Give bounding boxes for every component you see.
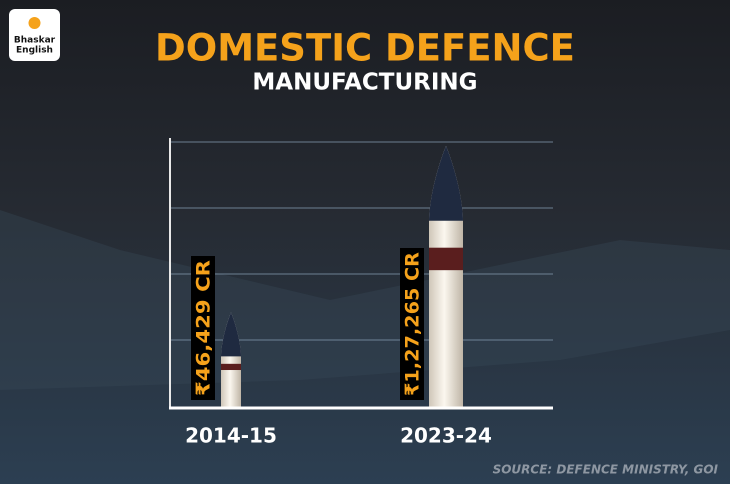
logo-box	[9, 9, 60, 61]
missile-band	[429, 247, 463, 271]
value-label-group: ₹46,429 CR	[191, 256, 215, 400]
value-label-box	[191, 256, 215, 400]
x-tick-label: 2023-24	[400, 424, 492, 448]
logo-text: English	[16, 46, 53, 56]
value-label: ₹46,429 CR	[193, 260, 215, 396]
x-tick-label: 2014-15	[185, 424, 277, 448]
value-label-box	[400, 248, 424, 400]
source-note: SOURCE: DEFENCE MINISTRY, GOI	[493, 463, 719, 477]
jet-silhouette	[0, 210, 730, 390]
chart-subtitle: MANUFACTURING	[252, 70, 477, 96]
missile-nose	[429, 145, 463, 221]
logo-sun	[28, 17, 41, 29]
missile-nose	[221, 312, 241, 357]
logo-text: Bhaskar	[14, 36, 56, 46]
value-label: ₹1,27,265 CR	[402, 252, 424, 396]
missile-band	[221, 363, 241, 371]
value-label-group: ₹1,27,265 CR	[400, 248, 424, 400]
chart-title: DOMESTIC DEFENCE	[155, 27, 575, 70]
logo: Bhaskar English	[9, 9, 60, 61]
